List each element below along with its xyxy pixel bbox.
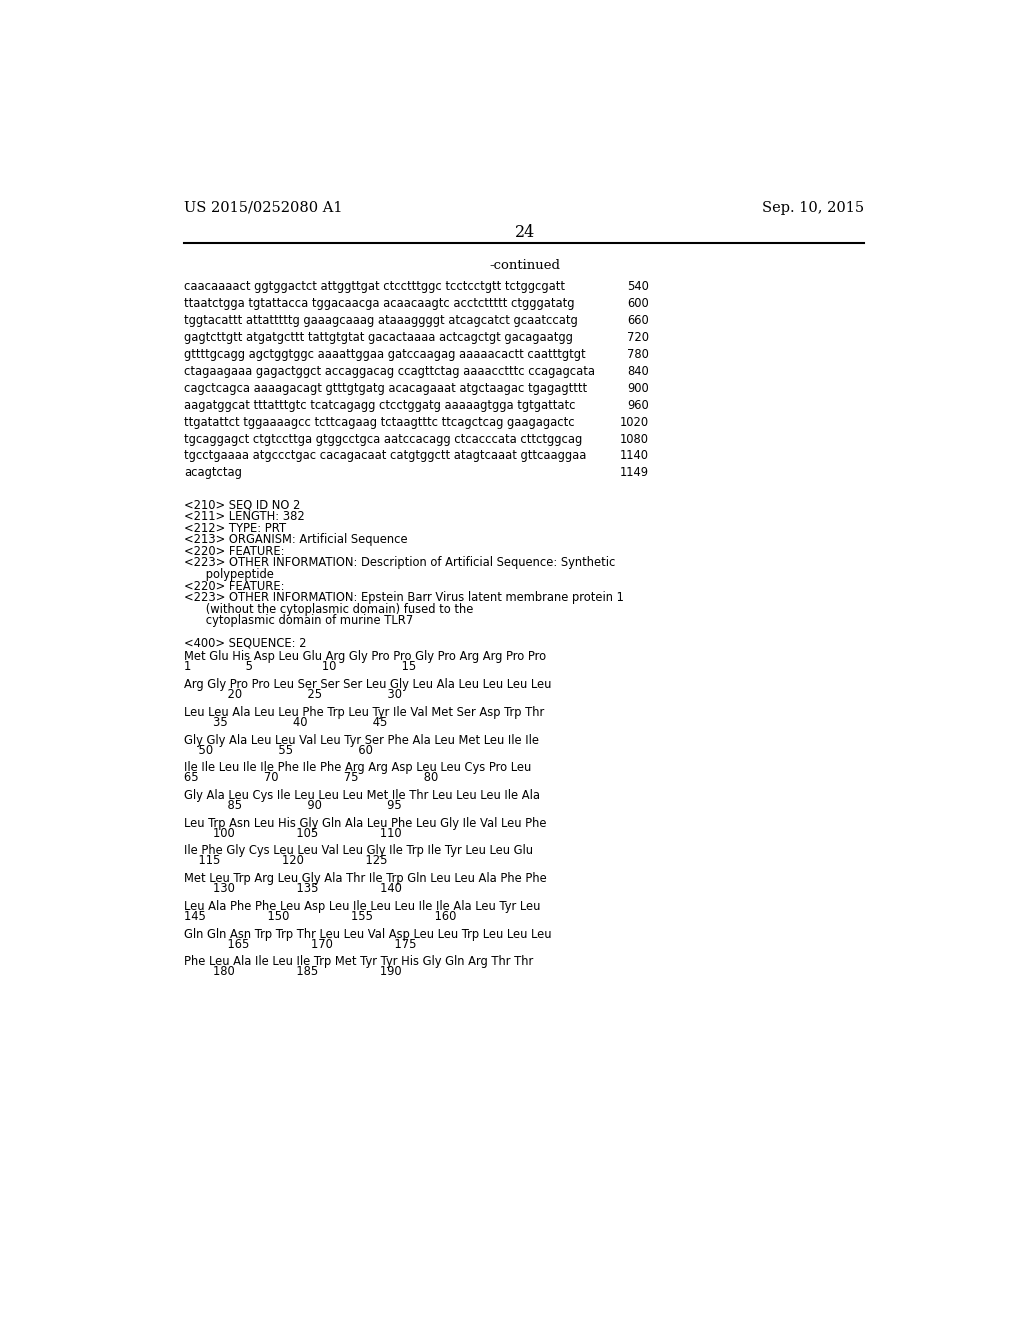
Text: 600: 600 bbox=[627, 297, 649, 310]
Text: gagtcttgtt atgatgcttt tattgtgtat gacactaaaa actcagctgt gacagaatgg: gagtcttgtt atgatgcttt tattgtgtat gacacta… bbox=[183, 331, 572, 345]
Text: caacaaaact ggtggactct attggttgat ctcctttggc tcctcctgtt tctggcgatt: caacaaaact ggtggactct attggttgat ctccttt… bbox=[183, 280, 565, 293]
Text: <223> OTHER INFORMATION: Epstein Barr Virus latent membrane protein 1: <223> OTHER INFORMATION: Epstein Barr Vi… bbox=[183, 591, 624, 605]
Text: Gly Gly Ala Leu Leu Val Leu Tyr Ser Phe Ala Leu Met Leu Ile Ile: Gly Gly Ala Leu Leu Val Leu Tyr Ser Phe … bbox=[183, 734, 539, 747]
Text: 180                 185                 190: 180 185 190 bbox=[183, 965, 401, 978]
Text: aagatggcat tttatttgtc tcatcagagg ctcctggatg aaaaagtgga tgtgattatc: aagatggcat tttatttgtc tcatcagagg ctcctgg… bbox=[183, 399, 575, 412]
Text: 1140: 1140 bbox=[620, 449, 649, 462]
Text: <220> FEATURE:: <220> FEATURE: bbox=[183, 545, 285, 558]
Text: tggtacattt attatttttg gaaagcaaag ataaaggggt atcagcatct gcaatccatg: tggtacattt attatttttg gaaagcaaag ataaagg… bbox=[183, 314, 578, 327]
Text: Gly Ala Leu Cys Ile Leu Leu Leu Met Ile Thr Leu Leu Leu Ile Ala: Gly Ala Leu Cys Ile Leu Leu Leu Met Ile … bbox=[183, 789, 540, 803]
Text: 165                 170                 175: 165 170 175 bbox=[183, 937, 417, 950]
Text: <211> LENGTH: 382: <211> LENGTH: 382 bbox=[183, 511, 304, 523]
Text: 1               5                   10                  15: 1 5 10 15 bbox=[183, 660, 416, 673]
Text: <213> ORGANISM: Artificial Sequence: <213> ORGANISM: Artificial Sequence bbox=[183, 533, 408, 546]
Text: cagctcagca aaaagacagt gtttgtgatg acacagaaat atgctaagac tgagagtttt: cagctcagca aaaagacagt gtttgtgatg acacaga… bbox=[183, 381, 587, 395]
Text: Sep. 10, 2015: Sep. 10, 2015 bbox=[762, 201, 864, 215]
Text: Ile Phe Gly Cys Leu Leu Val Leu Gly Ile Trp Ile Tyr Leu Leu Glu: Ile Phe Gly Cys Leu Leu Val Leu Gly Ile … bbox=[183, 845, 532, 858]
Text: <210> SEQ ID NO 2: <210> SEQ ID NO 2 bbox=[183, 499, 300, 512]
Text: 900: 900 bbox=[627, 381, 649, 395]
Text: Met Leu Trp Arg Leu Gly Ala Thr Ile Trp Gln Leu Leu Ala Phe Phe: Met Leu Trp Arg Leu Gly Ala Thr Ile Trp … bbox=[183, 873, 547, 886]
Text: <212> TYPE: PRT: <212> TYPE: PRT bbox=[183, 521, 286, 535]
Text: Leu Leu Ala Leu Leu Phe Trp Leu Tyr Ile Val Met Ser Asp Trp Thr: Leu Leu Ala Leu Leu Phe Trp Leu Tyr Ile … bbox=[183, 706, 544, 719]
Text: cytoplasmic domain of murine TLR7: cytoplasmic domain of murine TLR7 bbox=[183, 614, 413, 627]
Text: 960: 960 bbox=[627, 399, 649, 412]
Text: 130                 135                 140: 130 135 140 bbox=[183, 882, 401, 895]
Text: tgcctgaaaa atgccctgac cacagacaat catgtggctt atagtcaaat gttcaaggaa: tgcctgaaaa atgccctgac cacagacaat catgtgg… bbox=[183, 449, 586, 462]
Text: 840: 840 bbox=[627, 364, 649, 378]
Text: Met Glu His Asp Leu Glu Arg Gly Pro Pro Gly Pro Arg Arg Pro Pro: Met Glu His Asp Leu Glu Arg Gly Pro Pro … bbox=[183, 651, 546, 664]
Text: 35                  40                  45: 35 40 45 bbox=[183, 715, 387, 729]
Text: 100                 105                 110: 100 105 110 bbox=[183, 826, 401, 840]
Text: ttgatattct tggaaaagcc tcttcagaag tctaagtttc ttcagctcag gaagagactc: ttgatattct tggaaaagcc tcttcagaag tctaagt… bbox=[183, 416, 574, 429]
Text: ttaatctgga tgtattacca tggacaacga acaacaagtc acctcttttt ctgggatatg: ttaatctgga tgtattacca tggacaacga acaacaa… bbox=[183, 297, 574, 310]
Text: 85                  90                  95: 85 90 95 bbox=[183, 799, 401, 812]
Text: Leu Trp Asn Leu His Gly Gln Ala Leu Phe Leu Gly Ile Val Leu Phe: Leu Trp Asn Leu His Gly Gln Ala Leu Phe … bbox=[183, 817, 546, 830]
Text: acagtctag: acagtctag bbox=[183, 466, 242, 479]
Text: Arg Gly Pro Pro Leu Ser Ser Ser Leu Gly Leu Ala Leu Leu Leu Leu: Arg Gly Pro Pro Leu Ser Ser Ser Leu Gly … bbox=[183, 678, 551, 692]
Text: 1149: 1149 bbox=[620, 466, 649, 479]
Text: tgcaggagct ctgtccttga gtggcctgca aatccacagg ctcacccata cttctggcag: tgcaggagct ctgtccttga gtggcctgca aatccac… bbox=[183, 433, 582, 446]
Text: 1020: 1020 bbox=[620, 416, 649, 429]
Text: gttttgcagg agctggtggc aaaattggaa gatccaagag aaaaacactt caatttgtgt: gttttgcagg agctggtggc aaaattggaa gatccaa… bbox=[183, 348, 586, 360]
Text: 1080: 1080 bbox=[620, 433, 649, 446]
Text: <223> OTHER INFORMATION: Description of Artificial Sequence: Synthetic: <223> OTHER INFORMATION: Description of … bbox=[183, 557, 615, 569]
Text: 780: 780 bbox=[627, 348, 649, 360]
Text: 65                  70                  75                  80: 65 70 75 80 bbox=[183, 771, 438, 784]
Text: (without the cytoplasmic domain) fused to the: (without the cytoplasmic domain) fused t… bbox=[183, 603, 473, 615]
Text: 50                  55                  60: 50 55 60 bbox=[183, 743, 373, 756]
Text: -continued: -continued bbox=[489, 259, 560, 272]
Text: 24: 24 bbox=[515, 224, 535, 240]
Text: Gln Gln Asn Trp Trp Thr Leu Leu Val Asp Leu Leu Trp Leu Leu Leu: Gln Gln Asn Trp Trp Thr Leu Leu Val Asp … bbox=[183, 928, 551, 941]
Text: 540: 540 bbox=[627, 280, 649, 293]
Text: Phe Leu Ala Ile Leu Ile Trp Met Tyr Tyr His Gly Gln Arg Thr Thr: Phe Leu Ala Ile Leu Ile Trp Met Tyr Tyr … bbox=[183, 956, 534, 969]
Text: US 2015/0252080 A1: US 2015/0252080 A1 bbox=[183, 201, 342, 215]
Text: Ile Ile Leu Ile Ile Phe Ile Phe Arg Arg Asp Leu Leu Cys Pro Leu: Ile Ile Leu Ile Ile Phe Ile Phe Arg Arg … bbox=[183, 762, 531, 775]
Text: <400> SEQUENCE: 2: <400> SEQUENCE: 2 bbox=[183, 636, 306, 649]
Text: ctagaagaaa gagactggct accaggacag ccagttctag aaaacctttc ccagagcata: ctagaagaaa gagactggct accaggacag ccagttc… bbox=[183, 364, 595, 378]
Text: 115                 120                 125: 115 120 125 bbox=[183, 854, 387, 867]
Text: Leu Ala Phe Phe Leu Asp Leu Ile Leu Leu Ile Ile Ala Leu Tyr Leu: Leu Ala Phe Phe Leu Asp Leu Ile Leu Leu … bbox=[183, 900, 541, 913]
Text: <220> FEATURE:: <220> FEATURE: bbox=[183, 579, 285, 593]
Text: 20                  25                  30: 20 25 30 bbox=[183, 688, 401, 701]
Text: 145                 150                 155                 160: 145 150 155 160 bbox=[183, 909, 456, 923]
Text: 720: 720 bbox=[627, 331, 649, 345]
Text: polypeptide: polypeptide bbox=[183, 568, 273, 581]
Text: 660: 660 bbox=[627, 314, 649, 327]
